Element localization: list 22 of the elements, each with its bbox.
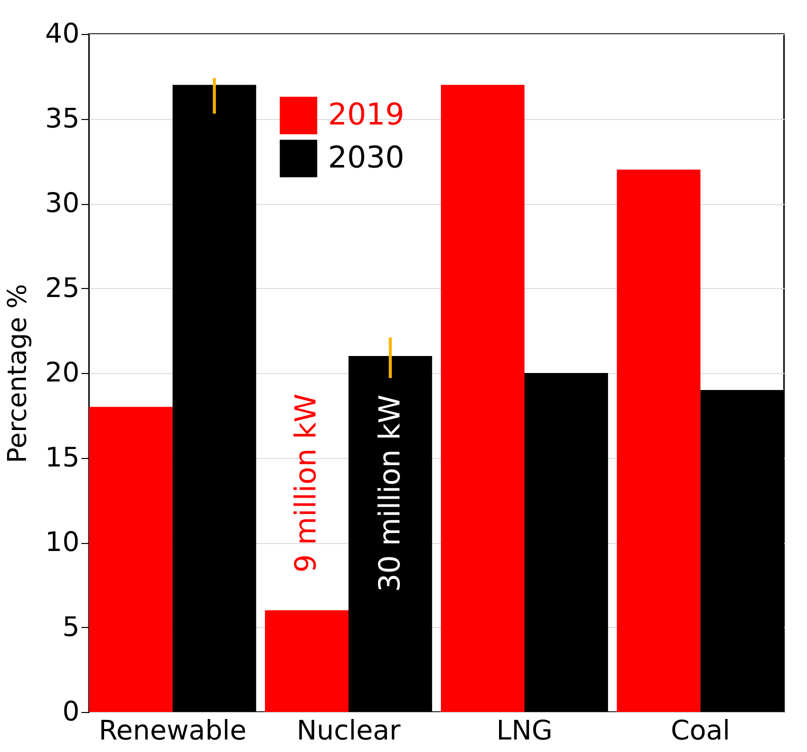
legend-label: 2019 bbox=[328, 98, 404, 132]
x-tick-label: LNG bbox=[496, 716, 553, 746]
y-tick-label: 20 bbox=[45, 358, 80, 388]
bar bbox=[89, 406, 173, 712]
x-tick-label: Coal bbox=[670, 716, 730, 746]
bar bbox=[264, 610, 349, 712]
y-tick-label: 10 bbox=[45, 527, 80, 558]
annotation: 9 million kW bbox=[288, 394, 323, 573]
x-tick-label: Nuclear bbox=[296, 716, 402, 746]
y-tick-label: 35 bbox=[45, 103, 80, 134]
bar bbox=[616, 170, 700, 712]
y-axis-title: Percentage % bbox=[3, 284, 34, 464]
y-tick-label: 25 bbox=[45, 272, 80, 304]
legend-label: 2030 bbox=[328, 140, 404, 176]
bar bbox=[440, 84, 524, 712]
annotation: 30 million kW bbox=[372, 394, 406, 592]
x-tick-label: Renewable bbox=[98, 716, 246, 746]
y-tick-label: 40 bbox=[45, 18, 80, 50]
y-tick-label: 5 bbox=[62, 612, 80, 643]
y-tick-label: 15 bbox=[45, 442, 80, 474]
y-tick-label: 0 bbox=[62, 696, 80, 728]
y-tick-label: 30 bbox=[45, 188, 80, 219]
